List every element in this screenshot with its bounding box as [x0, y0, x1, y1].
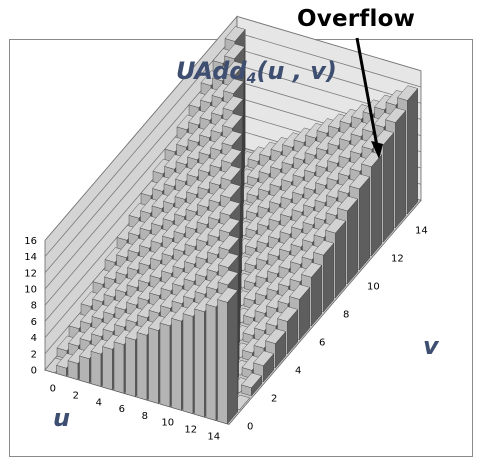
bar-top-face — [224, 26, 246, 42]
u-tick-label: 6 — [119, 404, 125, 415]
bar-left-face — [113, 341, 125, 394]
bar-left-face — [159, 322, 171, 408]
z-tick-label: 0 — [31, 366, 37, 377]
bar-top-face — [220, 182, 242, 199]
u-tick-label: 12 — [184, 425, 197, 436]
bar — [217, 287, 239, 425]
bar-top-face — [301, 262, 323, 278]
bar-top-face — [265, 328, 287, 344]
bar-left-face — [67, 360, 79, 380]
bar-front-face — [407, 87, 418, 215]
z-tick-label: 6 — [31, 317, 37, 328]
v-tick-label: 4 — [295, 365, 301, 376]
bar-top-face — [397, 85, 419, 101]
u-tick-label: 2 — [73, 391, 79, 402]
overflow-arrow — [355, 37, 383, 159]
title-subscript: 4 — [246, 71, 257, 87]
v-axis-label: v — [423, 332, 439, 360]
u-tick-label: 14 — [207, 431, 220, 442]
bar-top-face — [219, 217, 241, 234]
u-tick-label: 0 — [50, 384, 56, 395]
bar-top-face — [222, 95, 244, 112]
bar-front-face — [395, 110, 406, 229]
overflow-annotation: Overflow — [297, 6, 416, 32]
v-tick-label: 14 — [415, 225, 428, 236]
z-tick-label: 16 — [24, 236, 37, 247]
bar-top-face — [220, 165, 242, 181]
bar-front-face — [335, 220, 346, 299]
title-prefix: UAdd — [176, 57, 247, 85]
bar-front-face — [383, 132, 394, 243]
bar-left-face — [217, 299, 228, 425]
bar-top-face — [241, 372, 263, 389]
bar-top-face — [224, 43, 246, 60]
bar-left-face — [79, 355, 90, 384]
u-tick-label: 4 — [96, 397, 102, 408]
z-tick-label: 4 — [31, 333, 37, 344]
title-suffix: (u , v) — [256, 57, 337, 85]
bar-top-face — [222, 113, 244, 129]
bar-top-face — [253, 350, 275, 366]
bar-top-face — [217, 287, 239, 303]
bar-top-face — [277, 306, 299, 322]
bar-left-face — [90, 350, 102, 387]
u-axis-label: u — [53, 404, 71, 432]
bar-top-face — [385, 107, 407, 123]
bar-top-face — [218, 235, 240, 251]
v-tick-label: 0 — [247, 421, 253, 432]
z-tick-label: 2 — [31, 349, 37, 360]
z-tick-label: 14 — [24, 252, 37, 263]
bar-left-face — [136, 332, 148, 401]
u-tick-label: 8 — [142, 411, 148, 422]
bar-top-face — [217, 269, 239, 286]
v-tick-label: 12 — [391, 253, 404, 264]
bar-left-face — [171, 318, 182, 411]
z-tick-label: 12 — [24, 268, 37, 279]
bar-top-face — [313, 240, 335, 256]
bar-front-face — [359, 176, 370, 271]
bar-left-face — [205, 303, 217, 421]
bar-front-face — [347, 198, 358, 285]
bar-top-face — [223, 78, 245, 94]
bar — [241, 372, 263, 397]
bar-top-face — [219, 200, 241, 216]
bar-left-face — [182, 313, 194, 414]
v-tick-label: 8 — [343, 309, 349, 320]
bar-top-face — [223, 61, 245, 77]
bar-left-face — [194, 308, 205, 418]
v-tick-label: 2 — [271, 393, 277, 404]
bar-front-face — [371, 154, 382, 257]
bar-top-face — [289, 284, 311, 300]
bar-top-face — [221, 148, 243, 164]
bar-front-face — [227, 289, 238, 425]
u-tick-label: 10 — [161, 418, 174, 429]
z-tick-label: 8 — [31, 301, 37, 312]
bar-left-face — [125, 336, 136, 397]
bar-left-face — [148, 327, 159, 404]
chart-title: UAdd4(u , v) — [176, 57, 337, 87]
v-tick-label: 10 — [367, 281, 380, 292]
v-tick-label: 6 — [319, 337, 325, 348]
bar-top-face — [337, 195, 359, 212]
z-tick-label: 10 — [24, 285, 37, 296]
bar-top-face — [218, 252, 240, 268]
bar-top-face — [221, 130, 243, 147]
bar-top-face — [361, 151, 383, 168]
bar-top-face — [349, 173, 371, 190]
bar-left-face — [102, 346, 113, 391]
bar-top-face — [325, 217, 347, 234]
